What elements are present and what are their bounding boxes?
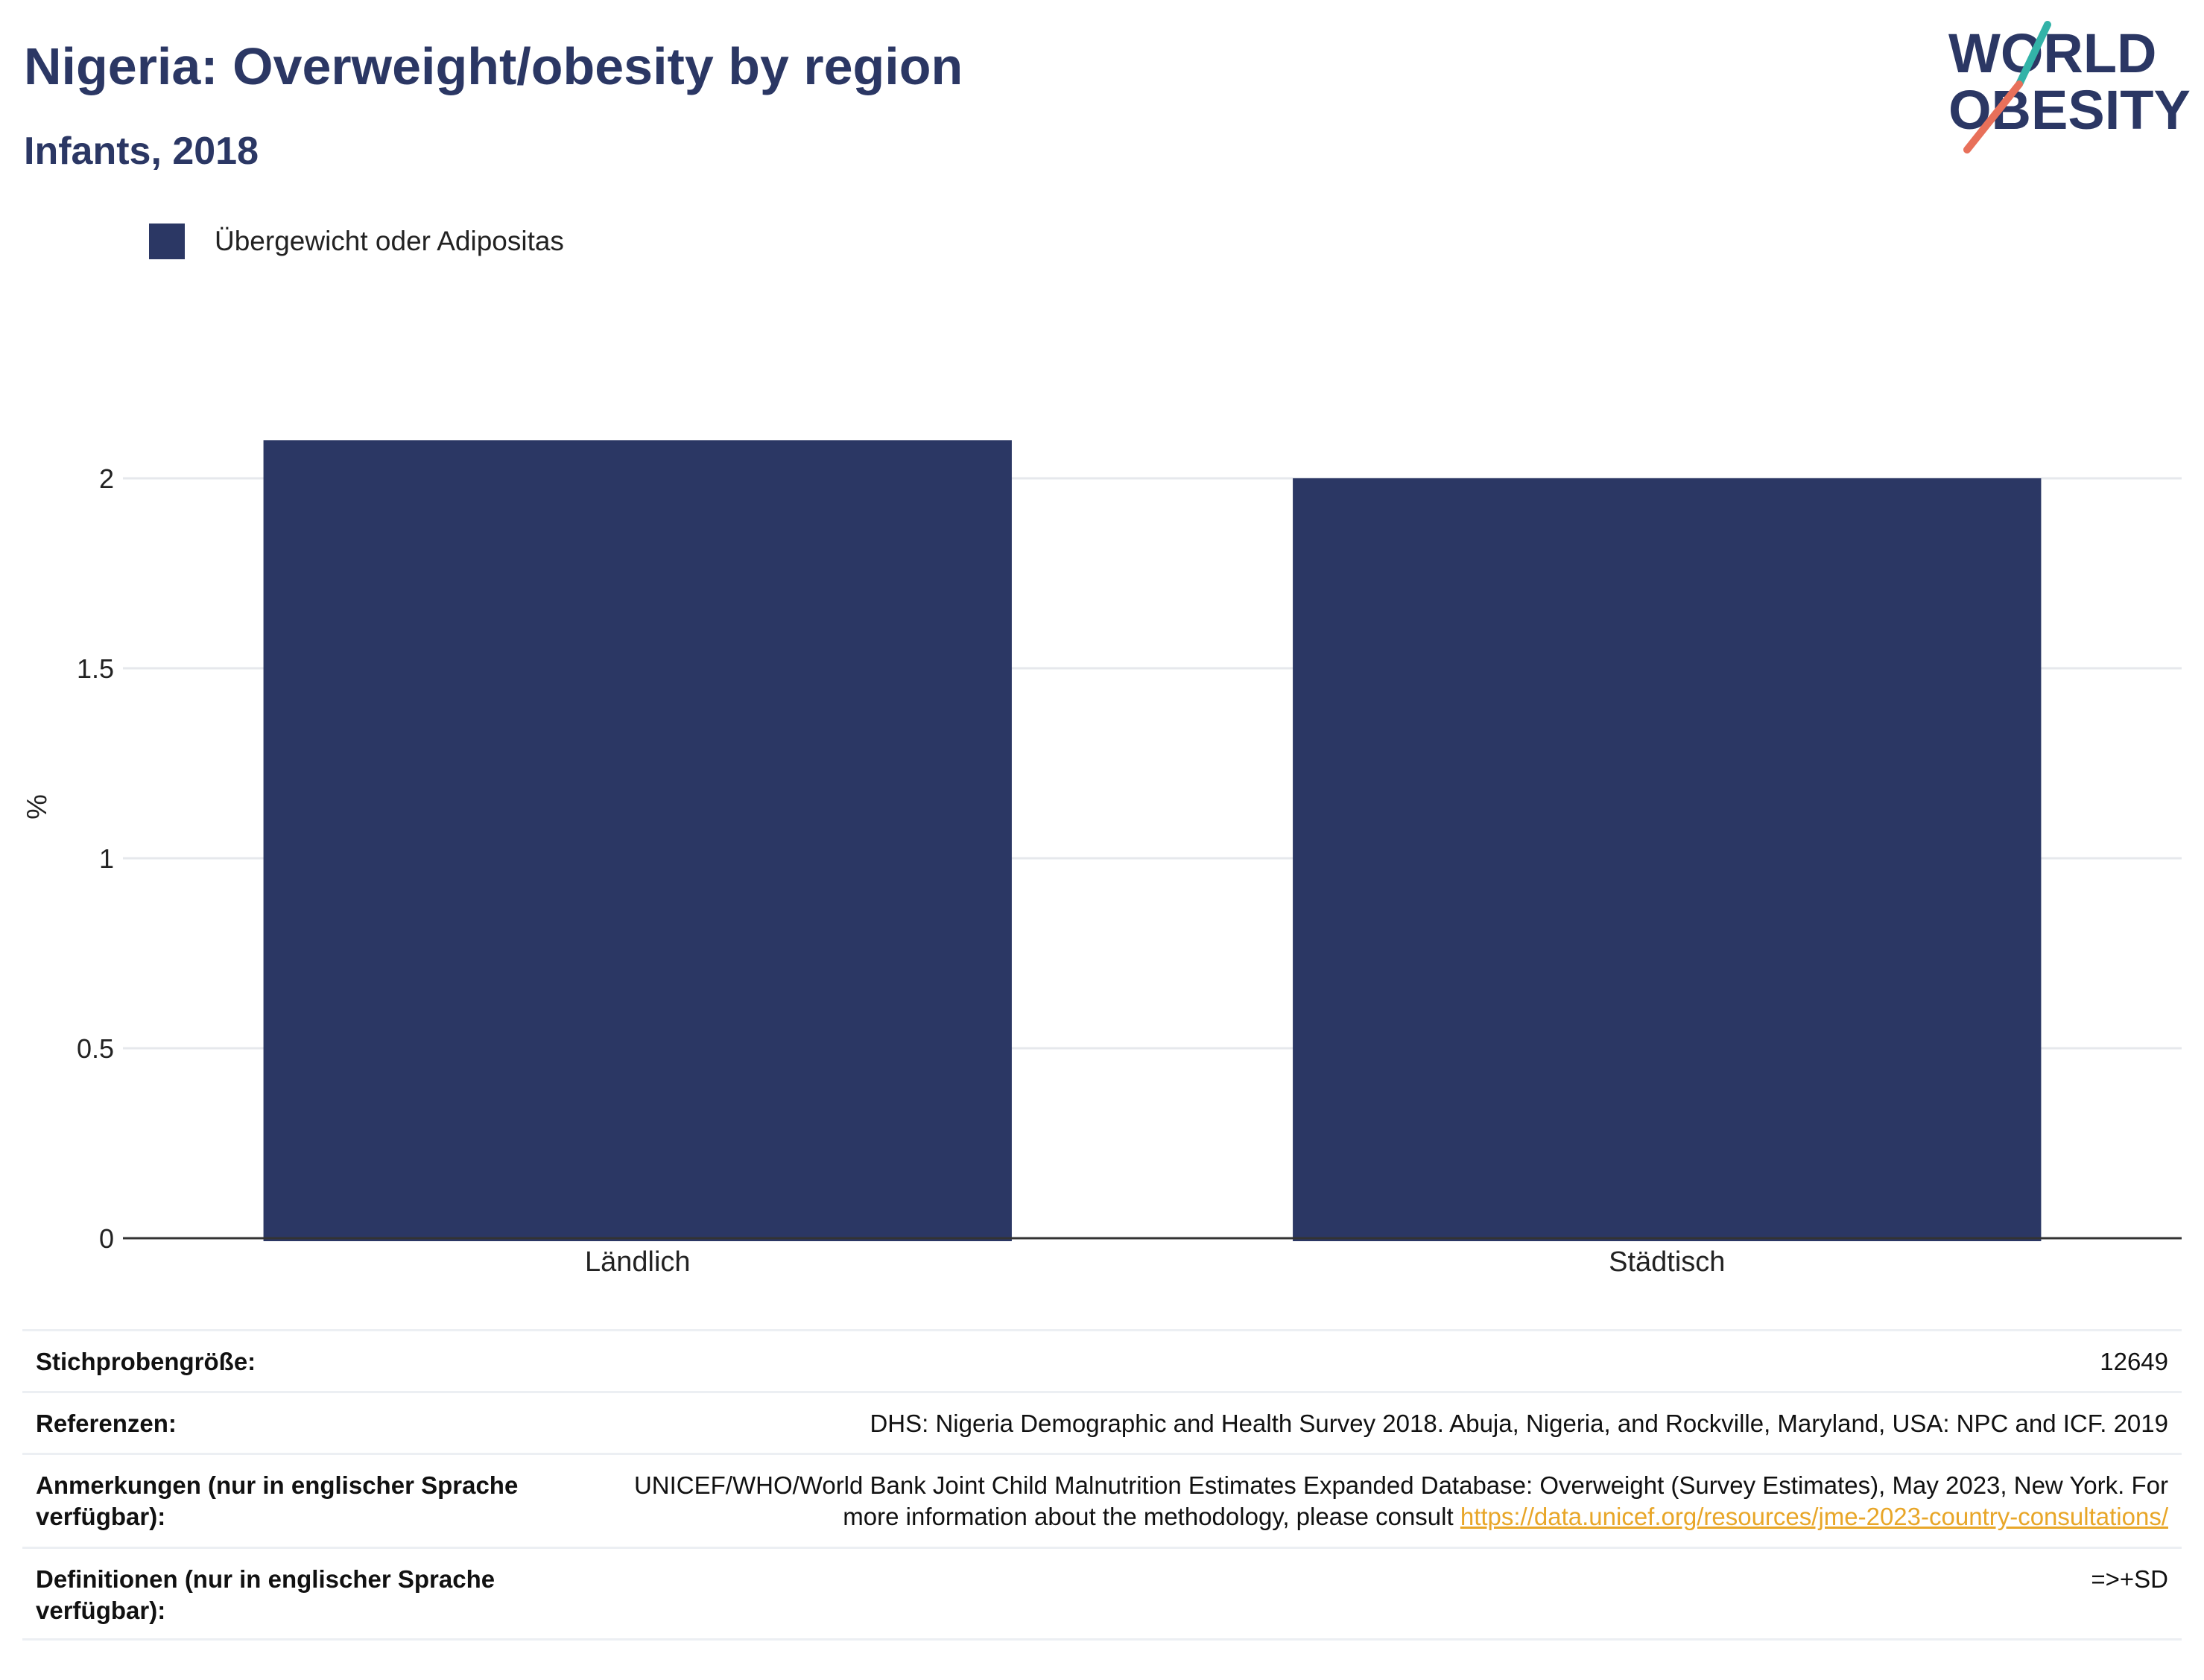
notes-value-remarks: UNICEF/WHO/World Bank Joint Child Malnut… bbox=[604, 1470, 2168, 1532]
notes-value-references: DHS: Nigeria Demographic and Health Surv… bbox=[870, 1410, 2168, 1437]
world-obesity-logo: WORLD OBESITY bbox=[1948, 21, 2191, 153]
legend-swatch bbox=[149, 224, 185, 259]
y-tick-label: 1.5 bbox=[77, 653, 114, 684]
logo-word-obesity: OBESITY bbox=[1948, 79, 2191, 141]
notes-row-remarks: Anmerkungen (nur in englischer Sprache v… bbox=[22, 1453, 2182, 1547]
chart-legend: Übergewicht oder Adipositas bbox=[149, 222, 564, 261]
chart-title: Nigeria: Overweight/obesity by region bbox=[24, 37, 963, 95]
notes-value-definitions: =>+SD bbox=[2091, 1565, 2168, 1593]
notes-label-references: Referenzen: bbox=[36, 1410, 177, 1437]
notes-row-definitions: Definitionen (nur in englischer Sprache … bbox=[22, 1547, 2182, 1641]
x-tick-label: Ländlich bbox=[585, 1246, 691, 1278]
notes-row-sample-size: Stichprobengröße: 12649 bbox=[22, 1329, 2182, 1391]
logo-slash-top bbox=[2015, 21, 2051, 88]
y-axis-title: % bbox=[22, 794, 53, 820]
logo-word-world: WORLD bbox=[1948, 22, 2157, 84]
legend-label: Übergewicht oder Adipositas bbox=[215, 226, 564, 256]
chart-subtitle: Infants, 2018 bbox=[24, 130, 259, 173]
methodology-link[interactable]: https://data.unicef.org/resources/jme-20… bbox=[1460, 1503, 2168, 1530]
notes-value-sample-size: 12649 bbox=[2100, 1348, 2168, 1375]
y-tick-label: 1 bbox=[99, 843, 114, 874]
remarks-text: UNICEF/WHO/World Bank Joint Child Malnut… bbox=[633, 1471, 2168, 1530]
bar bbox=[1293, 478, 2042, 1241]
bar bbox=[263, 440, 1012, 1241]
notes-row-references: Referenzen: DHS: Nigeria Demographic and… bbox=[22, 1391, 2182, 1453]
y-tick-label: 2 bbox=[99, 463, 114, 494]
x-tick-label: Städtisch bbox=[1609, 1246, 1725, 1278]
notes-label-sample-size: Stichprobengröße: bbox=[36, 1348, 256, 1375]
axes: 0 0.5 1 1.5 2 Ländlich Städtisch bbox=[77, 463, 2182, 1278]
notes-label-remarks: Anmerkungen (nur in englischer Sprache v… bbox=[36, 1471, 519, 1530]
notes-label-definitions: Definitionen (nur in englischer Sprache … bbox=[36, 1565, 495, 1624]
metadata-table: Stichprobengröße: 12649 Referenzen: DHS:… bbox=[22, 1329, 2182, 1641]
y-tick-label: 0 bbox=[99, 1223, 114, 1254]
logo-slash-bottom bbox=[1963, 80, 2023, 153]
bars bbox=[263, 440, 2042, 1241]
bar-chart: 0 0.5 1 1.5 2 Ländlich Städtisch % bbox=[22, 440, 2182, 1278]
y-tick-label: 0.5 bbox=[77, 1033, 114, 1064]
